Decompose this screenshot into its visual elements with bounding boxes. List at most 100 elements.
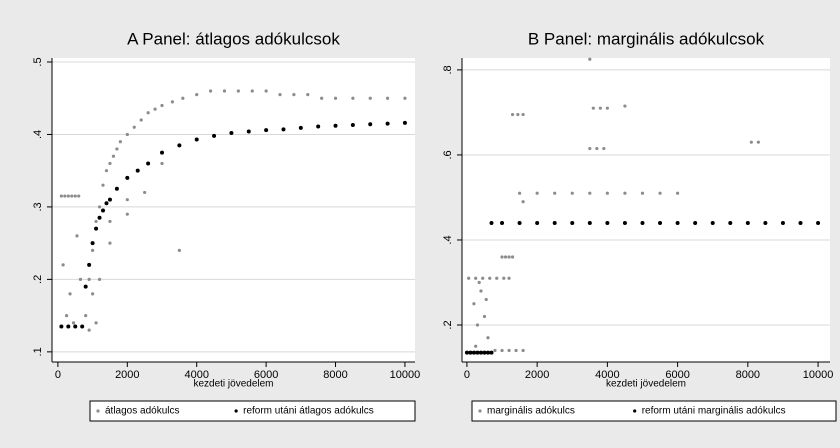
data-point [298,125,303,130]
data-point [640,191,645,195]
data-point [66,194,70,198]
data-point [471,350,476,355]
data-point [101,208,106,213]
data-point [602,146,606,151]
data-point [598,106,602,110]
data-point [623,191,627,195]
data-point [484,297,488,302]
data-point [368,122,373,127]
data-point [468,350,473,355]
x-tick-label: 6000 [665,369,689,381]
data-point [516,112,520,117]
y-tick-label: .3 [32,202,44,211]
legend-label: átlagos adókulcs [105,406,180,417]
data-point [485,350,490,355]
data-point [464,350,469,355]
data-point [489,350,494,355]
data-point [510,112,515,117]
data-point [80,324,85,329]
data-point [510,255,515,259]
data-point [222,89,227,93]
y-tick-label: .8 [442,65,454,74]
x-tick-label: 0 [55,369,61,381]
data-point [177,143,182,148]
data-point [507,276,511,280]
data-point [278,92,282,97]
data-point [385,121,390,126]
data-point [521,348,525,353]
data-point [500,255,504,259]
data-point [502,276,506,280]
data-point [588,57,592,61]
data-point [181,96,185,100]
data-point [125,212,129,216]
data-point [68,292,72,296]
data-point [710,220,715,225]
data-point [118,140,122,144]
data-point [61,263,65,267]
data-point [351,96,355,100]
y-tick-label: .2 [442,320,454,329]
data-point [115,147,119,151]
data-point [143,190,147,195]
data-point [605,191,609,195]
legend-box [89,400,416,422]
data-point [693,220,698,225]
data-point [403,96,407,100]
legend-label: reform utáni átlagos adókulcs [243,406,374,417]
data-point [125,175,130,180]
x-tick-label: 2000 [115,369,139,381]
data-point [264,128,269,133]
data-point [749,140,753,144]
x-tick-label: 10000 [390,369,421,381]
data-point [474,344,478,348]
y-tick-label: .5 [32,57,44,66]
data-point [517,191,522,195]
y-tick-label: .6 [442,150,454,159]
legend-marker [96,409,100,413]
data-point [264,89,268,93]
data-point [350,123,355,128]
data-point [517,220,522,225]
data-point [333,96,338,100]
data-point [177,248,181,253]
data-point [605,106,609,110]
data-point [91,292,95,296]
legend-label: reform utáni marginális adókulcs [642,406,786,417]
data-point [503,255,508,259]
data-point [97,277,102,281]
data-point [281,127,286,132]
data-point [246,129,251,134]
x-tick-label: 8000 [323,369,347,381]
data-point [605,220,610,225]
data-point [139,118,143,122]
data-point [495,276,499,280]
data-point [73,324,78,329]
x-tick-label: 2000 [525,369,549,381]
data-point [591,106,595,110]
data-point [160,150,165,155]
data-point [552,220,557,225]
data-point [320,96,324,100]
data-point [521,112,525,117]
data-point [493,348,497,353]
data-point [479,289,483,293]
data-point [472,302,476,306]
data-point [83,284,88,289]
data-point [212,133,217,138]
data-point [73,194,77,198]
data-point [333,123,338,128]
data-point [59,324,64,329]
data-point [208,89,213,93]
data-point [160,161,164,166]
x-tick-label: 4000 [184,369,208,381]
x-tick-label: 8000 [736,369,760,381]
data-point [108,161,112,166]
data-point [125,132,129,137]
y-tick-label: .4 [442,235,454,244]
data-point [306,92,310,97]
data-point [763,220,768,225]
data-point [66,324,71,329]
data-point [486,336,490,340]
